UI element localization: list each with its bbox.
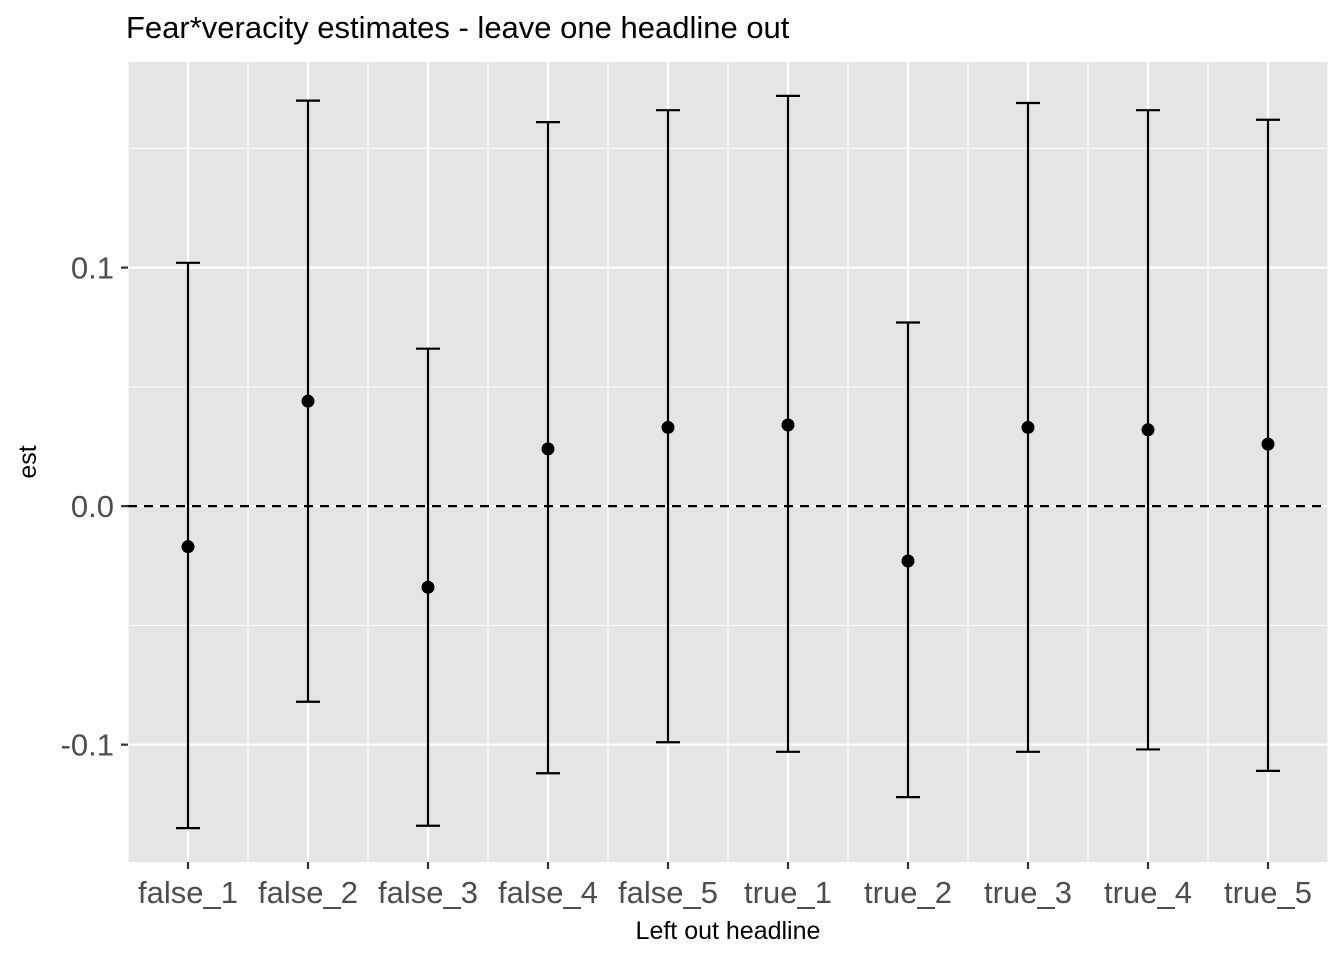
x-tick-label: false_2 — [258, 875, 358, 910]
x-tick-label: true_1 — [744, 875, 832, 910]
x-tick-label: true_5 — [1224, 875, 1312, 910]
x-tick-label: false_3 — [378, 875, 478, 910]
y-tick-label: 0.1 — [71, 251, 114, 286]
y-tick-label: 0.0 — [71, 489, 114, 524]
estimate-point-true_5 — [1261, 437, 1275, 451]
estimate-point-false_3 — [421, 580, 435, 594]
x-tick-label: true_2 — [864, 875, 952, 910]
x-axis-ticks: false_1 false_2 false_3 false_4 false_5 true_… — [138, 862, 1312, 910]
x-tick-label: false_1 — [138, 875, 238, 910]
estimate-point-true_4 — [1141, 423, 1155, 437]
x-tick-label: true_4 — [1104, 875, 1192, 910]
estimate-point-true_2 — [901, 554, 915, 568]
x-tick-label: true_3 — [984, 875, 1072, 910]
minor-gridlines — [127, 62, 1329, 862]
estimate-point-false_2 — [301, 394, 315, 408]
estimate-point-true_1 — [781, 418, 795, 432]
estimate-point-false_5 — [661, 420, 675, 434]
estimate-points — [181, 394, 1275, 594]
estimate-point-true_3 — [1021, 420, 1035, 434]
x-tick-label: false_4 — [498, 875, 598, 910]
y-axis-ticks: -0.1 0.0 0.1 — [61, 251, 128, 763]
y-axis-label: est — [14, 445, 42, 478]
estimate-point-false_4 — [541, 442, 555, 456]
estimate-point-false_1 — [181, 540, 195, 554]
x-tick-label: false_5 — [618, 875, 718, 910]
x-axis-label: Left out headline — [636, 917, 821, 945]
y-tick-label: -0.1 — [61, 728, 114, 763]
chart-title: Fear*veracity estimates - leave one head… — [126, 10, 790, 45]
